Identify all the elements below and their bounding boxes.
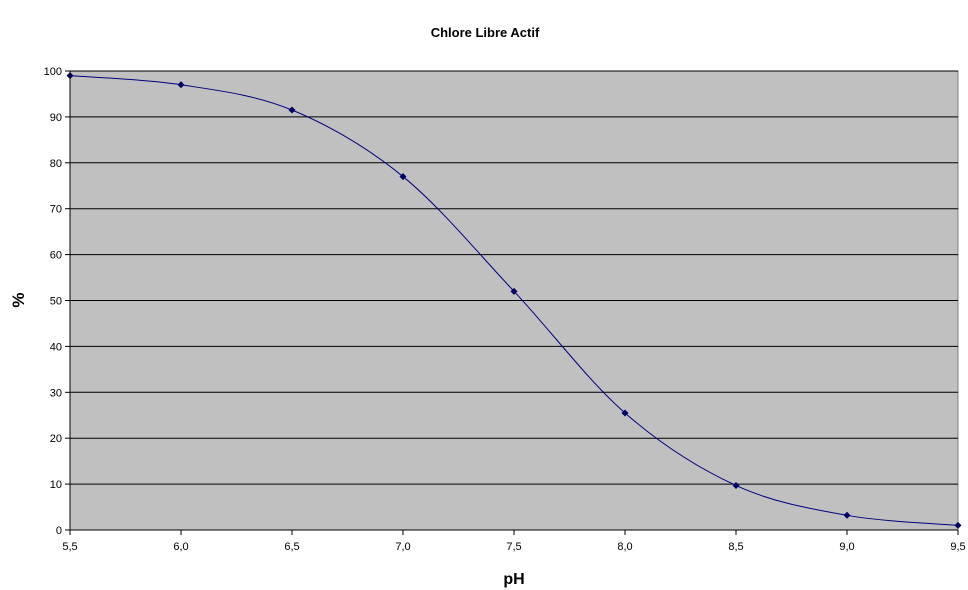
data-point — [732, 481, 740, 489]
x-tick-label: 7,5 — [506, 541, 521, 553]
y-tick-label: 70 — [50, 204, 62, 216]
data-point — [621, 409, 629, 417]
data-point — [843, 511, 851, 519]
y-tick-label: 10 — [50, 479, 62, 491]
y-tick-label: 0 — [56, 525, 62, 537]
y-axis-title: % — [9, 292, 28, 307]
chart-title: Chlore Libre Actif — [431, 25, 540, 40]
y-tick-label: 90 — [50, 112, 62, 124]
y-tick-label: 30 — [50, 387, 62, 399]
x-tick-label: 9,5 — [950, 541, 965, 553]
y-tick-label: 80 — [50, 158, 62, 170]
y-tick-label: 50 — [50, 296, 62, 308]
axis-ticks: 0 10 20 30 40 50 60 70 80 90 100 5,5 6,0 6,5 7,0 7,5 8,0… — [44, 66, 966, 553]
data-point — [288, 106, 296, 114]
plot-area — [66, 70, 962, 531]
x-tick-label: 5,5 — [62, 541, 77, 553]
data-point — [399, 173, 407, 181]
x-axis-title: pH — [503, 571, 524, 588]
x-tick-label: 8,0 — [617, 541, 632, 553]
data-point — [954, 521, 962, 529]
x-tick-label: 6,0 — [173, 541, 188, 553]
x-tick-label: 8,5 — [728, 541, 743, 553]
y-tick-label: 40 — [50, 341, 62, 353]
y-tick-label: 100 — [44, 66, 62, 78]
y-tick-label: 60 — [50, 250, 62, 262]
data-point — [510, 287, 518, 295]
x-tick-label: 7,0 — [395, 541, 410, 553]
y-tick-label: 20 — [50, 433, 62, 445]
x-tick-label: 9,0 — [839, 541, 854, 553]
data-point — [177, 81, 185, 89]
x-tick-label: 6,5 — [284, 541, 299, 553]
